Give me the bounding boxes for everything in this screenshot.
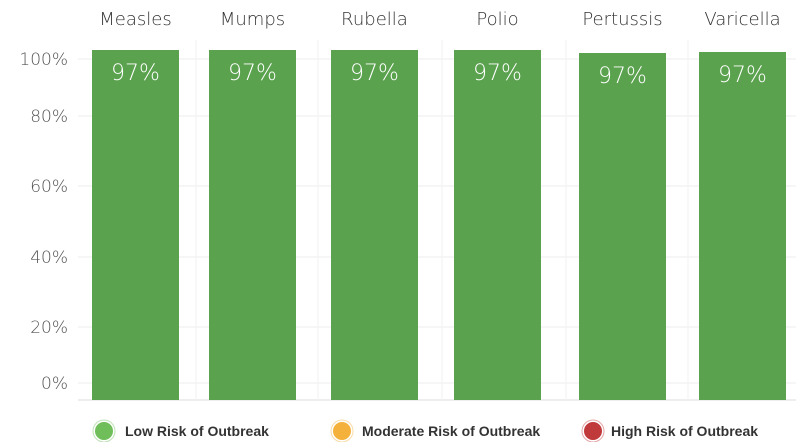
category-label: Varicella: [704, 9, 780, 30]
legend-swatch-icon: [93, 420, 115, 442]
category-label: Pertussis: [582, 9, 662, 30]
legend-swatch-icon: [331, 420, 353, 442]
bar-data-label: 97%: [111, 61, 160, 86]
legend-swatch-ring: [92, 419, 116, 442]
bar-rubella[interactable]: [331, 50, 418, 400]
legend-label: Low Risk of Outbreak: [125, 423, 269, 439]
legend: Low Risk of Outbreak Moderate Risk of Out…: [92, 419, 758, 442]
y-tick-label: 0%: [41, 374, 68, 394]
category-axis: Measles Mumps Rubella Polio Pertussis Varicel…: [99, 9, 780, 30]
bar-data-label: 97%: [473, 61, 522, 86]
legend-label: Moderate Risk of Outbreak: [362, 423, 540, 439]
legend-swatch-ring: [581, 419, 605, 442]
bar-varicella[interactable]: [699, 52, 786, 400]
bar-data-label: 97%: [228, 61, 277, 86]
bar-data-label: 97%: [718, 63, 767, 88]
y-tick-label: 100%: [19, 50, 68, 70]
y-tick-label: 80%: [30, 107, 68, 127]
category-label: Rubella: [341, 9, 408, 30]
bar-measles[interactable]: [92, 50, 179, 400]
y-tick-label: 60%: [30, 177, 68, 197]
category-label: Mumps: [220, 9, 285, 30]
legend-swatch-ring: [330, 419, 354, 442]
legend-high-risk[interactable]: High Risk of Outbreak: [581, 419, 758, 442]
legend-label: High Risk of Outbreak: [611, 423, 758, 439]
category-label: Polio: [476, 9, 518, 30]
bars: [92, 50, 786, 400]
legend-low-risk[interactable]: Low Risk of Outbreak: [92, 419, 269, 442]
bar-pertussis[interactable]: [579, 53, 666, 400]
bar-data-label: 97%: [350, 61, 399, 86]
legend-moderate-risk[interactable]: Moderate Risk of Outbreak: [330, 419, 540, 442]
bar-mumps[interactable]: [209, 50, 296, 400]
bar-data-labels: 97% 97% 97% 97% 97% 97%: [111, 61, 767, 89]
y-tick-label: 20%: [30, 318, 68, 338]
y-tick-label: 40%: [30, 248, 68, 268]
category-label: Measles: [99, 9, 171, 30]
y-axis: 0% 20% 40% 60% 80% 100%: [19, 50, 68, 394]
gridlines: [78, 40, 796, 401]
legend-swatch-icon: [582, 420, 604, 442]
bar-data-label: 97%: [598, 64, 647, 89]
bar-polio[interactable]: [454, 50, 541, 400]
